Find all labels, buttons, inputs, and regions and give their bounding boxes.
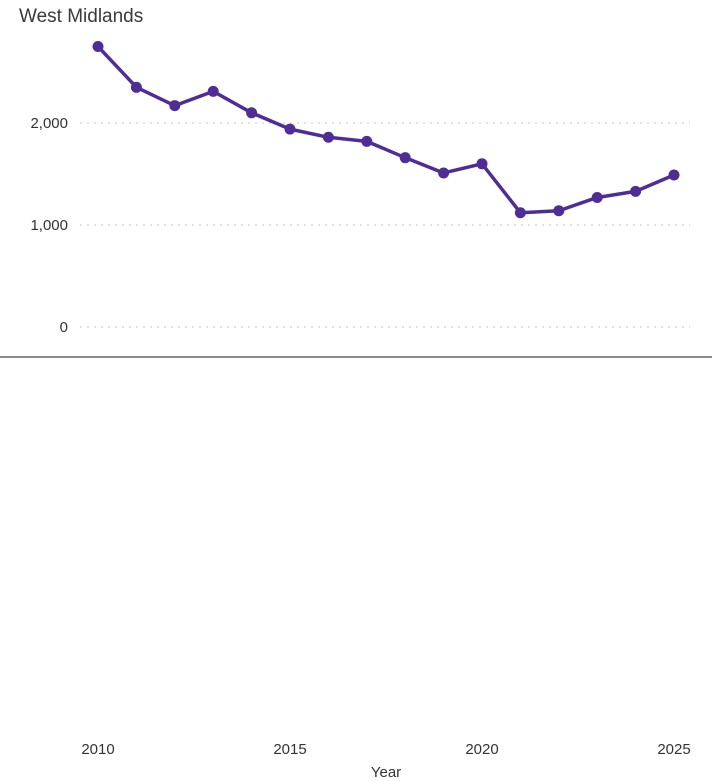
data-point[interactable] <box>553 205 565 217</box>
data-point[interactable] <box>284 123 296 135</box>
gridlines <box>80 122 690 328</box>
data-point[interactable] <box>668 169 680 181</box>
data-point[interactable] <box>169 100 181 112</box>
data-point[interactable] <box>322 131 334 143</box>
data-point[interactable] <box>514 207 526 219</box>
data-point[interactable] <box>207 85 219 97</box>
x-axis-ticks: 2010 2015 2020 2025 <box>81 741 690 758</box>
data-point[interactable] <box>92 41 104 52</box>
x-tick-label: 2015 <box>273 741 306 758</box>
data-point[interactable] <box>591 191 603 203</box>
data-point[interactable] <box>630 185 642 197</box>
data-point[interactable] <box>361 135 373 147</box>
data-point[interactable] <box>399 152 411 164</box>
data-point[interactable] <box>476 158 488 170</box>
x-tick-label: 2020 <box>465 741 498 758</box>
data-point[interactable] <box>438 167 450 179</box>
x-tick-label: 2010 <box>81 741 114 758</box>
y-axis-ticks: 0 1,000 2,000 <box>30 115 68 336</box>
chart-title: West Midlands <box>19 6 144 27</box>
y-tick-label: 0 <box>60 319 68 336</box>
data-point[interactable] <box>246 107 258 119</box>
series-layer <box>92 41 680 219</box>
y-tick-label: 2,000 <box>30 115 68 132</box>
series-line <box>96 44 676 215</box>
x-axis-title: Year <box>371 764 401 781</box>
y-tick-label: 1,000 <box>30 217 68 234</box>
data-point[interactable] <box>130 81 142 93</box>
x-tick-label: 2025 <box>657 741 690 758</box>
